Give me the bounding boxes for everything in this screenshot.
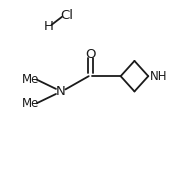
Text: Cl: Cl [60,9,73,22]
Text: Me: Me [22,73,40,86]
Text: H: H [44,21,54,34]
Text: O: O [85,48,96,61]
Text: NH: NH [149,70,167,83]
Text: Me: Me [22,97,40,110]
Text: N: N [55,85,65,98]
